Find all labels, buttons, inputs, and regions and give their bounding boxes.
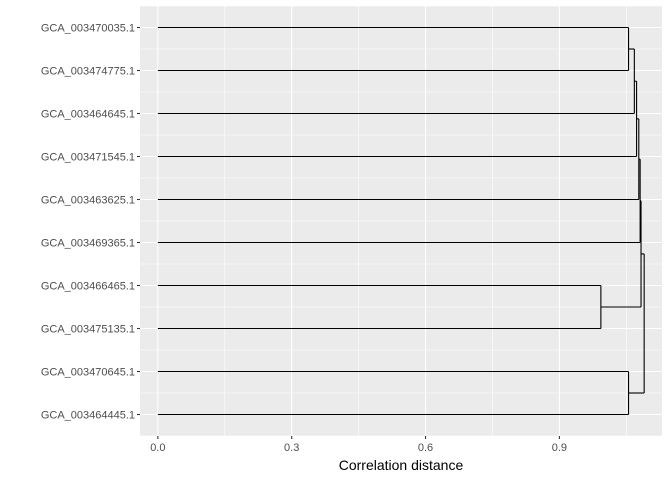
y-tick-label: GCA_003466465.1 bbox=[41, 281, 135, 293]
minor-gridlines bbox=[140, 5, 662, 437]
x-tick-label: 0.0 bbox=[150, 442, 165, 454]
x-tick-label: 0.6 bbox=[418, 442, 433, 454]
y-tick-label: GCA_003475135.1 bbox=[41, 324, 135, 336]
x-tick-label: 0.9 bbox=[552, 442, 567, 454]
y-tick-label: GCA_003474775.1 bbox=[41, 66, 135, 78]
y-tick-label: GCA_003470645.1 bbox=[41, 367, 135, 379]
y-axis-ticks: GCA_003470035.1 GCA_003474775.1 GCA_003464… bbox=[41, 23, 140, 422]
y-tick-label: GCA_003471545.1 bbox=[41, 152, 135, 164]
x-tick-label: 0.3 bbox=[284, 442, 299, 454]
y-tick-label: GCA_003464445.1 bbox=[41, 410, 135, 422]
y-tick-label: GCA_003470035.1 bbox=[41, 23, 135, 35]
x-axis-ticks: 0.0 0.3 0.6 0.9 bbox=[150, 436, 567, 454]
y-tick-label: GCA_003463625.1 bbox=[41, 195, 135, 207]
dendrogram-branches bbox=[157, 26, 645, 416]
y-tick-label: GCA_003464645.1 bbox=[41, 109, 135, 121]
x-axis-title: Correlation distance bbox=[339, 457, 464, 473]
y-tick-label: GCA_003469365.1 bbox=[41, 238, 135, 250]
